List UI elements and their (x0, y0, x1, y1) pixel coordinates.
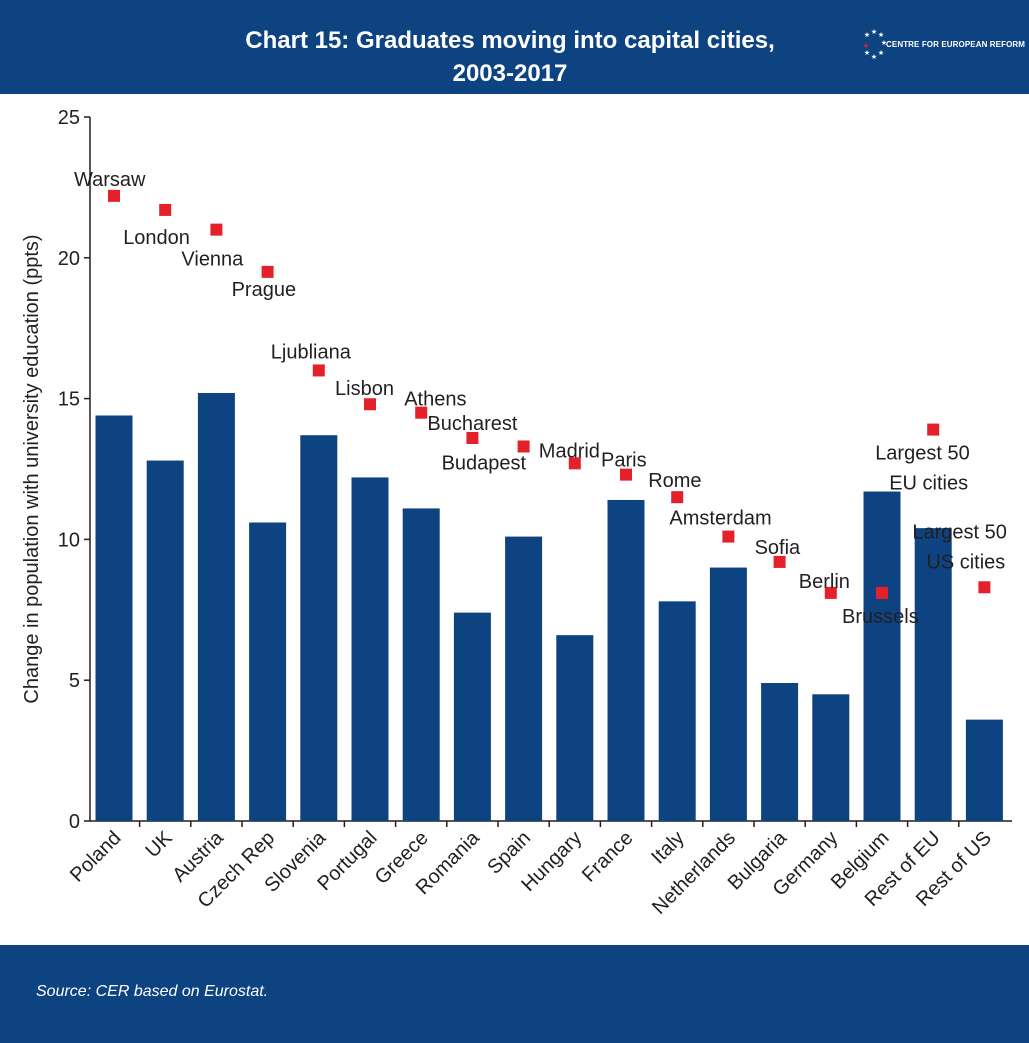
bar (351, 477, 389, 821)
bar (146, 460, 184, 821)
chart-title: Chart 15: Graduates moving into capital … (160, 24, 860, 90)
y-tick-label: 5 (69, 670, 80, 692)
city-label: Lisbon (335, 378, 394, 400)
city-label: Budapest (442, 452, 527, 474)
y-axis-title: Change in population with university edu… (21, 234, 43, 703)
bars (95, 392, 1003, 821)
city-marker (364, 398, 376, 411)
svg-text:★: ★ (864, 49, 870, 57)
city-label: Vienna (181, 249, 244, 271)
city-marker (978, 581, 991, 594)
svg-text:★: ★ (878, 31, 884, 39)
chart-title-line-2: 2003-2017 (452, 60, 568, 87)
source-note: Source: CER based on Eurostat. (36, 983, 269, 1000)
bar (965, 719, 1003, 821)
markers (108, 189, 991, 599)
bar (812, 694, 850, 821)
category-label: UK (142, 827, 178, 863)
bar (505, 536, 543, 821)
category-label: France (578, 827, 638, 887)
city-label: Largest 50 (912, 521, 1007, 543)
city-marker (927, 423, 940, 436)
bar (761, 683, 799, 821)
city-marker (517, 440, 530, 453)
svg-text:★: ★ (878, 49, 884, 57)
cer-logo: ★ ★ ★ ★ ★ ★ ★ ★ CENTRE FOR EUROPEAN REFO… (862, 26, 1025, 68)
city-label: Athens (404, 389, 466, 411)
city-marker (210, 223, 223, 236)
chart-title-line-1: Chart 15: Graduates moving into capital … (245, 27, 775, 54)
city-marker (466, 432, 479, 445)
city-label: Madrid (539, 440, 600, 462)
city-label: Warsaw (74, 169, 146, 191)
city-marker (159, 203, 172, 216)
chart-header: Chart 15: Graduates moving into capital … (0, 0, 1029, 94)
city-marker (773, 555, 786, 568)
y-tick-label: 0 (69, 811, 80, 833)
city-marker (261, 265, 274, 278)
chart-area: 0 5 10 15 20 25 Change in population with univ… (21, 107, 1012, 919)
axes: 0 5 10 15 20 25 Change in population with univ… (21, 107, 1012, 833)
city-marker (568, 457, 581, 470)
city-marker (312, 364, 325, 377)
city-marker (722, 530, 735, 543)
city-marker (671, 491, 684, 504)
bar (95, 415, 133, 821)
y-tick-label: 10 (58, 529, 80, 551)
city-label: Bucharest (427, 413, 517, 435)
bar (556, 635, 594, 821)
city-label: Largest 50 (875, 443, 970, 465)
city-label: Ljubliana (271, 341, 352, 363)
bar (402, 508, 440, 821)
bar (300, 435, 338, 821)
bar (658, 601, 696, 821)
bar (914, 528, 952, 821)
bar (863, 491, 901, 821)
city-marker (620, 468, 632, 481)
city-marker (824, 586, 837, 599)
svg-text:★: ★ (871, 53, 877, 61)
svg-text:★: ★ (863, 42, 869, 50)
city-label: EU cities (889, 473, 968, 495)
category-label: Poland (66, 827, 126, 887)
bar (197, 392, 235, 821)
city-label: Rome (648, 470, 701, 492)
bar (709, 567, 747, 821)
chart-footer: Source: CER based on Eurostat. (0, 945, 1029, 1043)
city-label: US cities (926, 551, 1005, 573)
city-label: Paris (601, 450, 647, 472)
city-label: Prague (232, 279, 297, 301)
city-marker (108, 189, 120, 202)
y-tick-label: 20 (58, 248, 80, 270)
city-label: Brussels (842, 606, 919, 628)
logo-text: CENTRE FOR EUROPEAN REFORM (886, 40, 1026, 49)
city-marker (415, 406, 428, 419)
bar (607, 499, 645, 821)
y-tick-label: 15 (58, 389, 80, 411)
category-label: Italy (647, 827, 688, 868)
y-tick-label: 25 (58, 107, 80, 129)
eu-stars-icon: ★ ★ ★ ★ ★ ★ ★ ★ (863, 28, 887, 61)
svg-text:★: ★ (864, 31, 870, 39)
city-label: Berlin (799, 571, 850, 593)
city-label: Sofia (755, 537, 801, 559)
city-label: Amsterdam (669, 508, 771, 530)
bar (249, 522, 287, 821)
svg-text:★: ★ (881, 39, 886, 47)
city-marker (876, 586, 888, 599)
bar (453, 612, 491, 821)
svg-text:★: ★ (871, 28, 877, 36)
city-label: London (123, 227, 190, 249)
